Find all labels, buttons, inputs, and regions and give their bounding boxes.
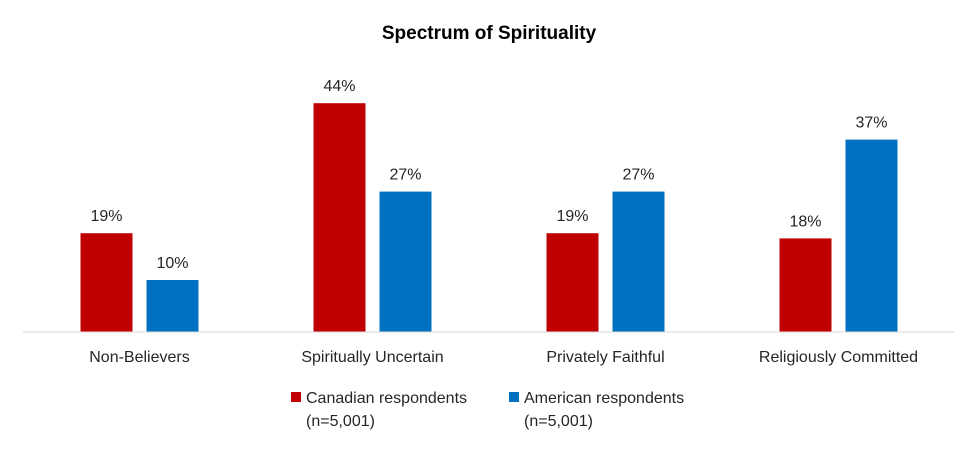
legend-label-canadian-line-1: Canadian respondents (306, 390, 467, 407)
category-label-1: Non-Believers (89, 349, 189, 366)
bar-canadian-3 (546, 233, 599, 332)
category-label-group: Non-Believers Spiritually Uncertain Privat… (89, 349, 918, 366)
bar-group (80, 103, 898, 332)
category-label-3: Privately Faithful (546, 349, 664, 366)
data-label-canadian-2: 44% (323, 78, 355, 95)
data-label-american-4: 37% (855, 115, 887, 132)
data-label-group: 19% 10% 44% 27% 19% 27% 18% 37% (90, 78, 887, 272)
legend-swatch-canadian (291, 392, 301, 402)
bar-american-3 (612, 191, 665, 332)
legend: Canadian respondents (n=5,001) American re… (291, 390, 684, 430)
chart-title: Spectrum of Spirituality (382, 23, 597, 44)
bar-canadian-4 (779, 238, 832, 332)
data-label-american-2: 27% (389, 167, 421, 184)
data-label-canadian-3: 19% (556, 208, 588, 225)
data-label-american-3: 27% (622, 167, 654, 184)
bar-canadian-1 (80, 233, 133, 332)
legend-label-american-line-1: American respondents (524, 390, 684, 407)
category-label-4: Religiously Committed (759, 349, 918, 366)
bar-canadian-2 (313, 103, 366, 332)
legend-label-canadian-line-2: (n=5,001) (306, 413, 375, 430)
data-label-canadian-4: 18% (789, 213, 821, 230)
bar-american-4 (845, 139, 898, 332)
data-label-canadian-1: 19% (90, 208, 122, 225)
bar-american-2 (379, 191, 432, 332)
bar-american-1 (146, 280, 199, 332)
legend-label-american-line-2: (n=5,001) (524, 413, 593, 430)
data-label-american-1: 10% (156, 255, 188, 272)
legend-swatch-american (509, 392, 519, 402)
category-label-2: Spiritually Uncertain (301, 349, 443, 366)
